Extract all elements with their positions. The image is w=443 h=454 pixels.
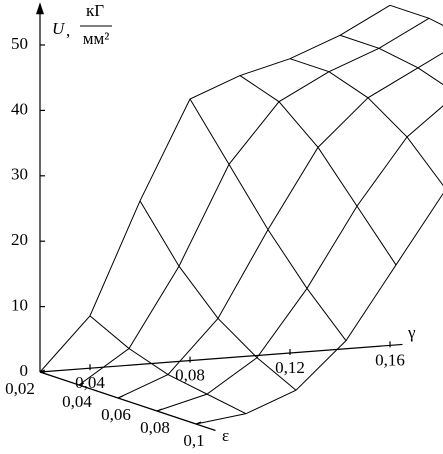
surface-column xyxy=(39,371,197,425)
z-tick-label: 0 xyxy=(20,361,29,380)
x-tick-label: 0,08 xyxy=(175,366,205,385)
surface-row xyxy=(39,4,391,373)
z-tick-label: 40 xyxy=(11,99,28,118)
z-tick-label: 20 xyxy=(11,230,28,249)
surface-column xyxy=(189,98,347,341)
surface-column xyxy=(139,200,297,391)
y-tick-label: 0,02 xyxy=(5,379,35,398)
surface-row xyxy=(195,192,443,425)
z-label: U xyxy=(52,19,66,38)
x-tick-label: 0,12 xyxy=(275,358,305,377)
x-tick-label: 0,04 xyxy=(75,373,105,392)
y-label: ε xyxy=(222,426,229,445)
surface-row xyxy=(117,52,443,399)
x-label: γ xyxy=(407,323,416,342)
surface-column xyxy=(239,75,397,266)
surface-row xyxy=(78,17,430,386)
z-unit-num: кГ xyxy=(86,1,104,20)
surface-row xyxy=(156,105,443,412)
z-tick-label: 50 xyxy=(11,34,28,53)
x-axis xyxy=(39,343,403,373)
z-unit-den: мм² xyxy=(83,29,110,48)
z-arrow xyxy=(36,2,44,15)
y-tick-label: 0,08 xyxy=(140,418,170,437)
comma: , xyxy=(66,21,70,40)
z-tick-label: 10 xyxy=(11,296,28,315)
y-tick-label: 0,1 xyxy=(183,431,204,449)
y-tick-label: 0,06 xyxy=(101,405,131,424)
surface-column xyxy=(289,58,443,186)
surface-column xyxy=(389,4,443,26)
surface-column xyxy=(89,315,247,415)
x-tick-label: 0,16 xyxy=(375,350,405,369)
surface-column xyxy=(339,34,443,86)
z-tick-label: 30 xyxy=(11,165,28,184)
y-tick-label: 0,04 xyxy=(62,392,92,411)
